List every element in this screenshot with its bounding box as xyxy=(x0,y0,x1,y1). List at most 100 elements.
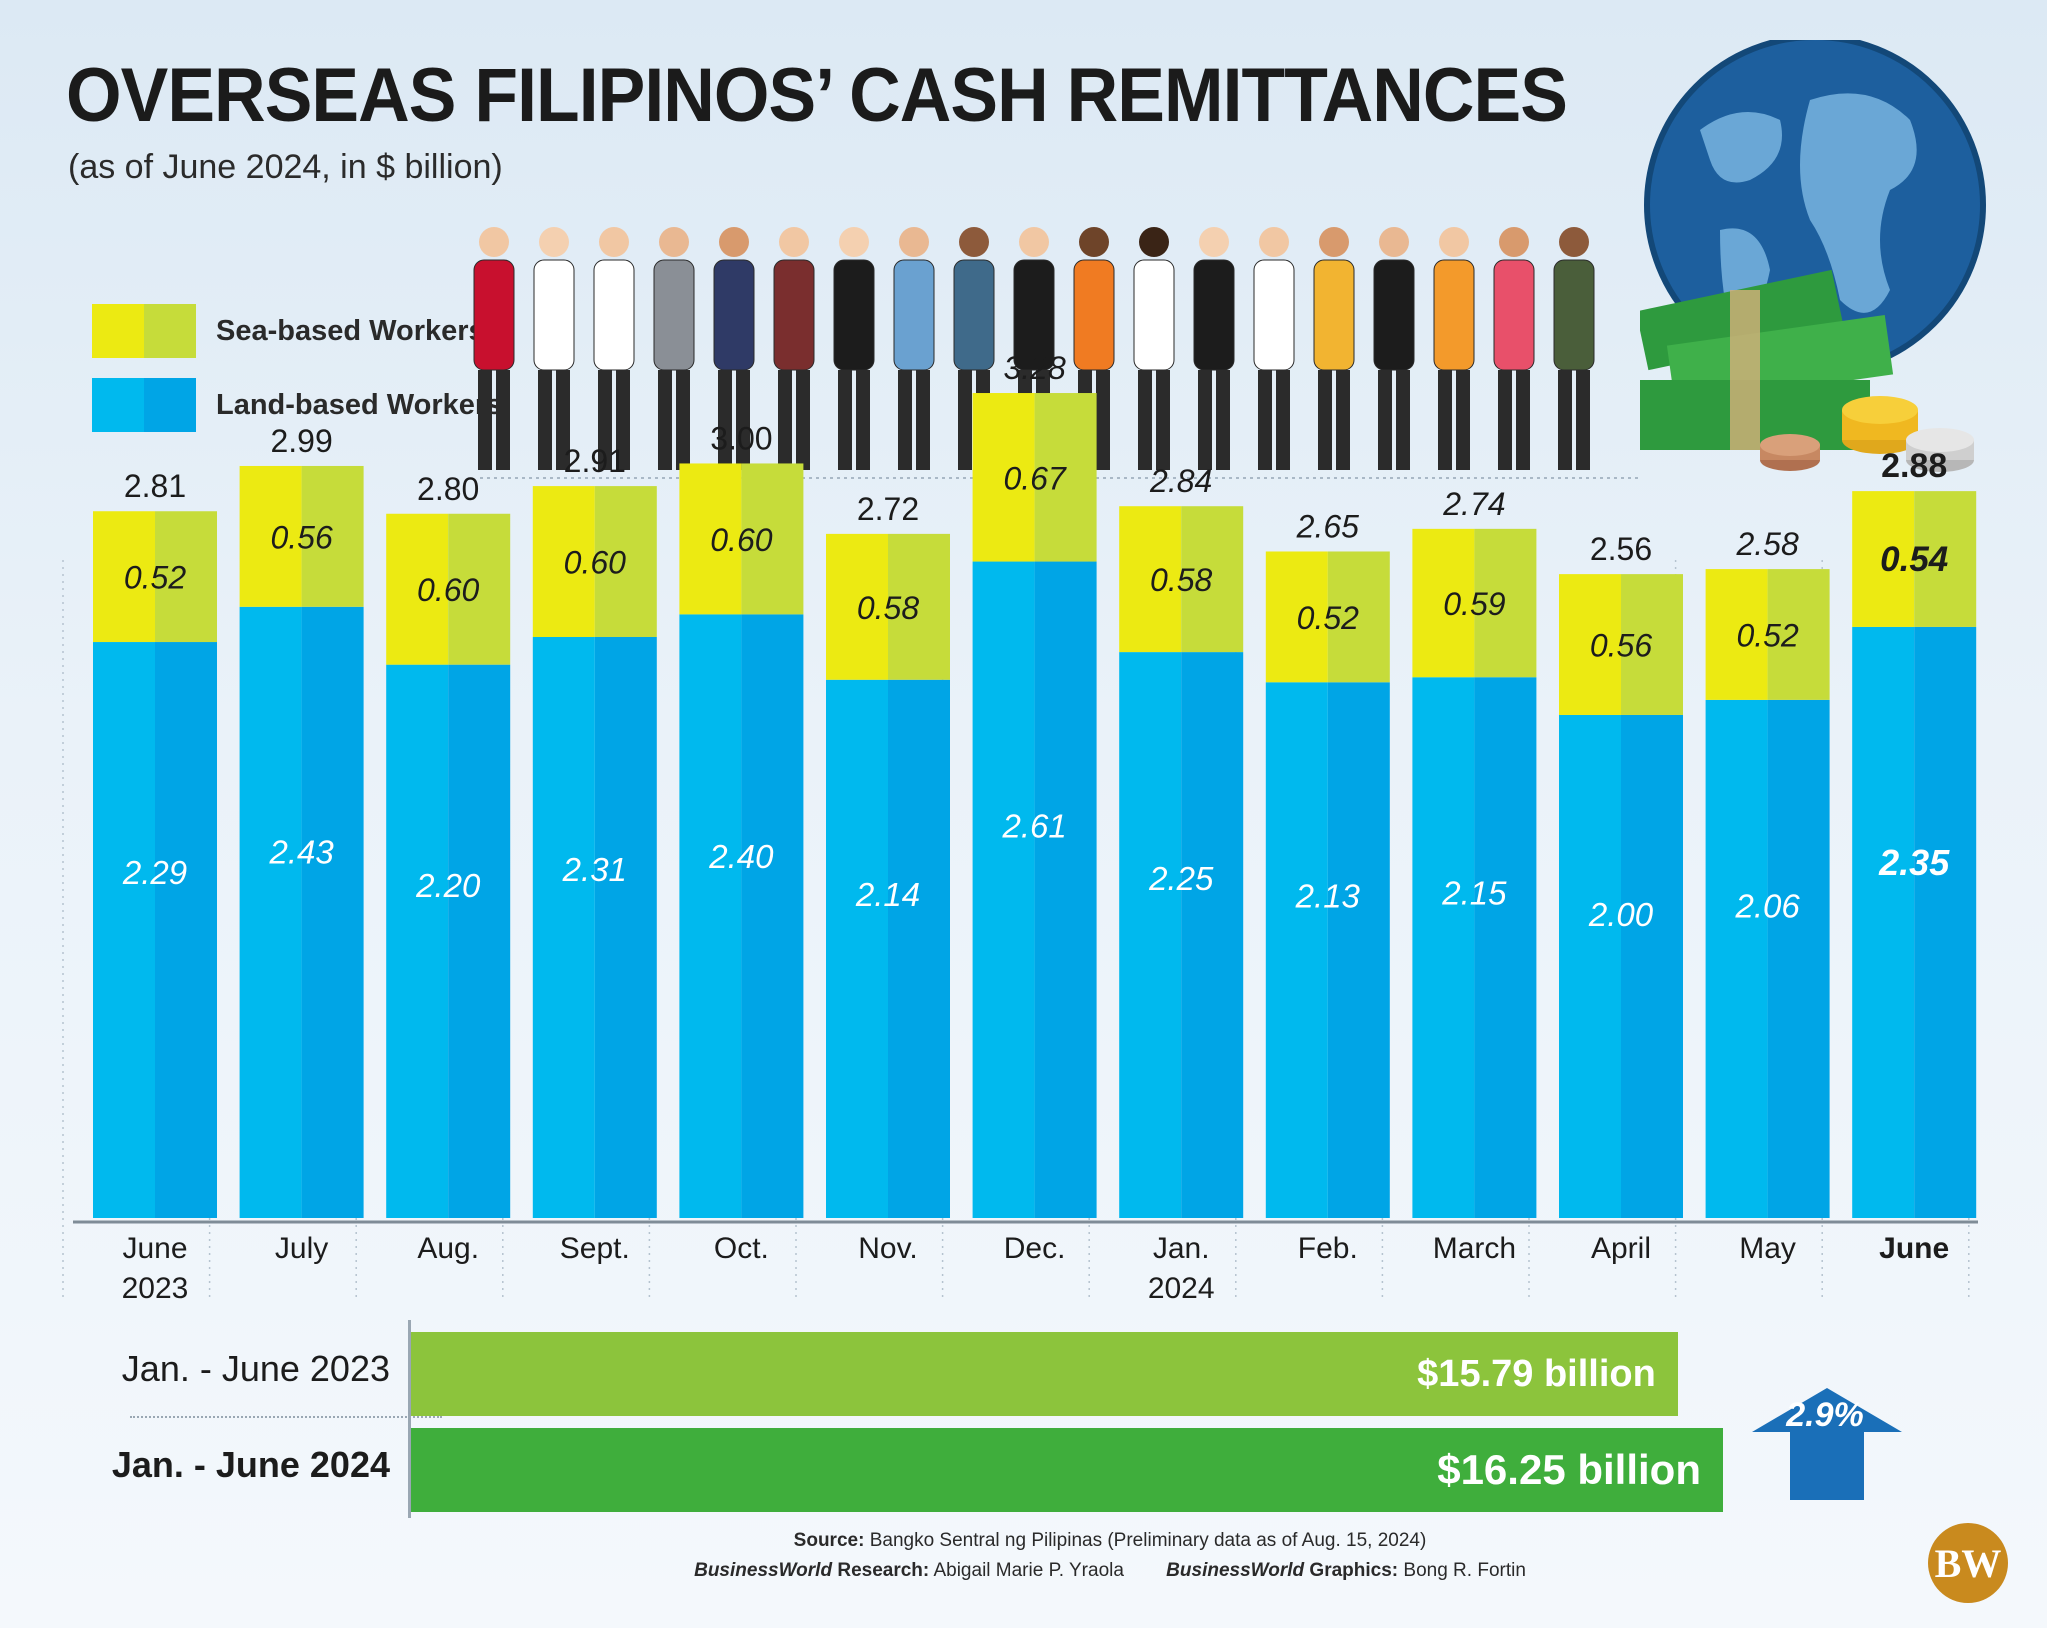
bar-sea-shade xyxy=(888,533,950,680)
worker-figure xyxy=(773,227,815,470)
bar-land xyxy=(826,679,888,1218)
source-label: Source: xyxy=(793,1530,865,1551)
data-label-land: 2.40 xyxy=(708,838,774,875)
x-tick-label: Oct. xyxy=(714,1232,769,1265)
data-label-total: 3.00 xyxy=(710,420,772,456)
x-tick-label: 2023 xyxy=(122,1272,189,1305)
bar-sea-shade xyxy=(1914,491,1977,627)
source-line: Source: Bangko Sentral ng Pilipinas (Pre… xyxy=(0,1526,1800,1556)
worker-figure xyxy=(893,227,935,470)
bar-sea-shade xyxy=(1474,528,1537,678)
bar-land xyxy=(1705,699,1768,1218)
bar-land-shade xyxy=(1474,677,1537,1218)
research-label: Research: xyxy=(837,1560,930,1581)
legend-swatch-land xyxy=(92,378,196,432)
research-brand: BusinessWorld xyxy=(694,1560,833,1581)
bar-land-shade xyxy=(888,679,950,1218)
data-label-land: 2.25 xyxy=(1148,860,1214,897)
bar-sea xyxy=(386,513,449,665)
cash-stacks xyxy=(1640,269,1894,450)
summary-bar-2024: $16.25 billion xyxy=(411,1428,1723,1512)
bar-land xyxy=(972,561,1035,1218)
bar-land-shade xyxy=(741,614,804,1218)
bar-land-shade xyxy=(594,637,657,1218)
bar-land xyxy=(239,606,302,1218)
data-label-sea: 0.54 xyxy=(1880,540,1948,579)
bar-land xyxy=(1119,652,1182,1218)
data-label-total: 2.74 xyxy=(1442,486,1505,522)
summary-axis-line xyxy=(408,1320,411,1518)
bar-sea xyxy=(826,533,888,680)
summary-value-2023: $15.79 billion xyxy=(1417,1352,1656,1395)
globe-money-illustration xyxy=(1640,40,1986,472)
worker-figure xyxy=(1373,227,1415,470)
data-label-total: 2.99 xyxy=(270,423,332,459)
credits-line: BusinessWorld Research: Abigail Marie P.… xyxy=(0,1556,1800,1586)
bar-sea-shade xyxy=(741,463,804,615)
x-tick-label: July xyxy=(275,1232,328,1265)
bar-sea xyxy=(1559,574,1621,715)
x-tick-label: Feb. xyxy=(1298,1232,1358,1265)
bar-sea-shade xyxy=(1034,393,1097,562)
bar-sea xyxy=(93,511,155,643)
data-label-sea: 0.67 xyxy=(1003,460,1066,496)
data-label-sea: 0.60 xyxy=(417,572,479,608)
percent-change: 2.9% xyxy=(1786,1396,1864,1434)
bar-sea xyxy=(1412,528,1475,678)
research-name: Abigail Marie P. Yraola xyxy=(933,1560,1124,1581)
data-label-sea: 0.59 xyxy=(1443,586,1505,622)
worker-figure xyxy=(1433,227,1475,470)
data-label-total: 3.28 xyxy=(1003,350,1065,386)
chart-subtitle: (as of June 2024, in $ billion) xyxy=(68,148,503,186)
data-label-sea: 0.58 xyxy=(857,590,919,626)
workers-illustration xyxy=(473,227,1640,479)
data-label-land: 2.06 xyxy=(1734,887,1800,924)
data-label-land: 2.20 xyxy=(415,867,481,904)
data-label-sea: 0.52 xyxy=(1297,600,1359,636)
legend-label-land: Land-based Workers xyxy=(216,388,503,421)
worker-figure xyxy=(653,227,695,470)
worker-figure xyxy=(1193,227,1235,470)
summary-value-2024: $16.25 billion xyxy=(1437,1446,1701,1493)
footer-credits: Source: Bangko Sentral ng Pilipinas (Pre… xyxy=(0,1526,1800,1586)
data-label-total: 2.72 xyxy=(857,491,919,527)
data-label-total: 2.88 xyxy=(1881,447,1947,485)
data-label-sea: 0.60 xyxy=(710,522,772,558)
data-label-land: 2.13 xyxy=(1295,877,1361,914)
bar-land xyxy=(1559,714,1621,1218)
summary-bar-2023: $15.79 billion xyxy=(411,1332,1678,1416)
bar-land-shade xyxy=(1034,561,1097,1218)
bar-sea-shade xyxy=(1327,551,1390,683)
bar-land xyxy=(386,664,449,1218)
bar-sea xyxy=(1265,551,1328,683)
summary-label-2024: Jan. - June 2024 xyxy=(111,1444,390,1485)
data-label-land: 2.43 xyxy=(268,834,334,871)
x-tick-label: March xyxy=(1433,1232,1516,1265)
x-tick-label: April xyxy=(1591,1232,1651,1265)
data-label-land: 2.29 xyxy=(122,854,187,891)
bar-sea xyxy=(972,393,1035,562)
data-label-sea: 0.58 xyxy=(1150,562,1212,598)
bar-sea-shade xyxy=(448,513,511,665)
worker-figure xyxy=(1313,227,1355,470)
legend-item-land: Land-based Workers xyxy=(92,378,502,432)
summary-label-2023: Jan. - June 2023 xyxy=(121,1348,390,1389)
data-label-land: 2.15 xyxy=(1441,874,1507,911)
x-tick-label: June xyxy=(122,1232,187,1265)
source-text: Bangko Sentral ng Pilipinas (Preliminary… xyxy=(869,1530,1427,1551)
bar-sea xyxy=(1119,506,1182,653)
bar-land xyxy=(679,614,742,1218)
worker-figure xyxy=(1253,227,1295,470)
bar-land xyxy=(93,642,155,1218)
bar-land-shade xyxy=(1181,652,1244,1218)
increase-arrow-icon xyxy=(1752,1388,1902,1500)
worker-figure xyxy=(1133,227,1175,470)
bar-sea xyxy=(1705,569,1768,700)
businessworld-logo: BW xyxy=(1928,1523,2008,1603)
bar-sea-shade xyxy=(1621,574,1683,715)
bar-land-shade xyxy=(1621,714,1683,1218)
data-label-land: 2.14 xyxy=(855,876,920,913)
legend-swatch-sea xyxy=(92,304,196,358)
graphics-brand: BusinessWorld xyxy=(1166,1560,1305,1581)
worker-figure xyxy=(833,227,875,470)
